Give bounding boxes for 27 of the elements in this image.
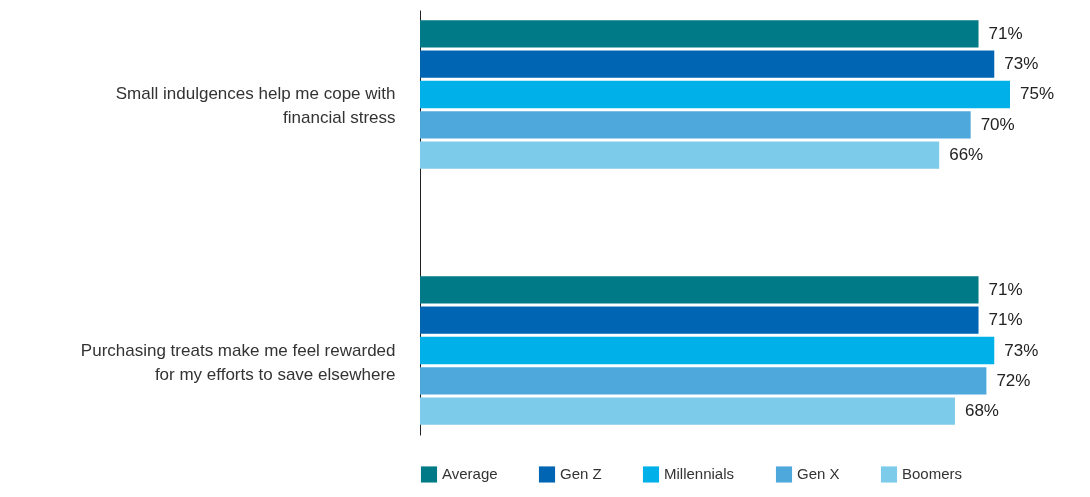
bar bbox=[420, 367, 987, 395]
data-label: 72% bbox=[996, 370, 1031, 390]
bar bbox=[420, 276, 979, 304]
data-label: 73% bbox=[1004, 54, 1039, 74]
bar bbox=[420, 141, 940, 169]
data-label: 71% bbox=[988, 279, 1023, 299]
bar bbox=[420, 336, 995, 365]
data-label: 66% bbox=[949, 145, 984, 165]
bar bbox=[420, 111, 971, 139]
data-label: 70% bbox=[980, 114, 1015, 134]
legend-label: Millennials bbox=[664, 465, 735, 483]
bar bbox=[420, 50, 995, 78]
data-label: 71% bbox=[988, 23, 1023, 43]
bar bbox=[420, 20, 979, 48]
legend-label: Gen X bbox=[797, 465, 840, 483]
data-label: 68% bbox=[964, 401, 999, 421]
bar bbox=[420, 306, 979, 334]
y-tick-label: Purchasing treats make me feel rewarded for my efforts to save elsewhere bbox=[80, 340, 396, 384]
legend-label: Gen Z bbox=[560, 465, 602, 483]
data-label: 71% bbox=[988, 310, 1023, 330]
legend-label: Boomers bbox=[902, 465, 963, 483]
bar bbox=[420, 397, 955, 425]
y-tick-label: Small indulgences help me cope with financial stress bbox=[115, 84, 396, 128]
data-label: 73% bbox=[1004, 340, 1039, 360]
bar bbox=[420, 80, 1010, 109]
data-label: 75% bbox=[1020, 84, 1055, 104]
legend-label: Average bbox=[442, 465, 498, 483]
